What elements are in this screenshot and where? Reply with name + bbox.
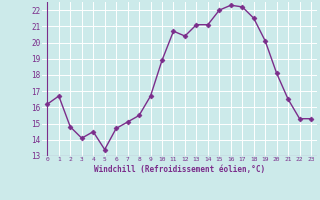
- X-axis label: Windchill (Refroidissement éolien,°C): Windchill (Refroidissement éolien,°C): [94, 165, 265, 174]
